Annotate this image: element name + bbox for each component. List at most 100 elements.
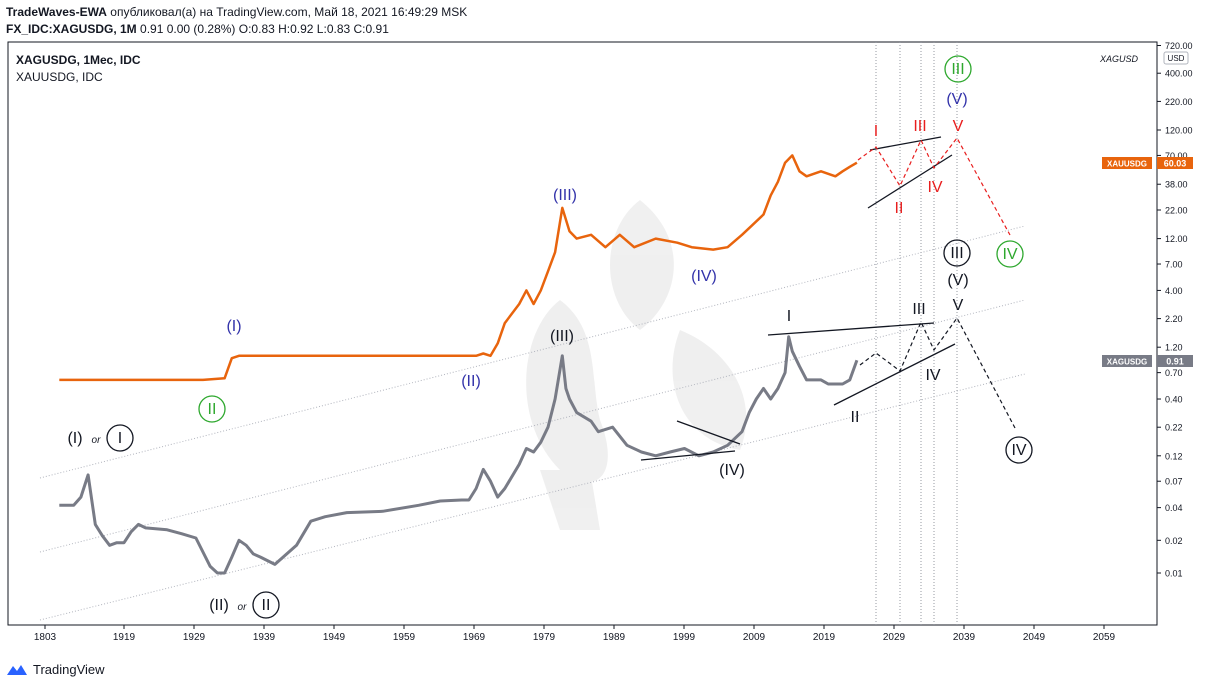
author-name[interactable]: TradeWaves-EWA <box>6 5 107 19</box>
wave-label: IV <box>1002 246 1017 263</box>
trend-lines <box>640 136 956 461</box>
x-tick-label: 2029 <box>883 632 906 643</box>
price-tag-value-bg <box>1157 157 1193 169</box>
footer-brand-label: TradingView <box>33 662 105 677</box>
wave-label: IV <box>927 179 942 196</box>
trend-line <box>867 154 953 209</box>
wave-label: (III) <box>550 328 574 345</box>
y-tick-label: 1.20 <box>1165 343 1183 353</box>
wave-circle <box>943 239 971 267</box>
wave-label: II <box>895 200 904 217</box>
wave-label: (IV) <box>719 462 745 479</box>
x-tick-label: 1999 <box>673 632 696 643</box>
x-axis[interactable]: 1803 1919 1929 1939 1949 1959 1969 1979 1989 1999… <box>34 625 1116 643</box>
wave-label: IV <box>1011 442 1026 459</box>
published-text: опубликовал(а) на TradingView.com, Май 1… <box>110 5 468 19</box>
footer-brand[interactable]: TradingView <box>6 662 105 677</box>
chart-subtitle: XAUUSDG, IDC <box>16 70 103 84</box>
y-tick-label: 220.00 <box>1165 97 1193 107</box>
wave-label: II <box>851 409 860 426</box>
y-tick-label: 0.01 <box>1165 569 1183 579</box>
x-tick-label: 2009 <box>743 632 766 643</box>
x-tick-label: 1803 <box>34 632 57 643</box>
y-tick-label: 7.00 <box>1165 260 1183 270</box>
y-tick-label: 12.00 <box>1165 234 1188 244</box>
series-XAGUSDG <box>59 335 859 575</box>
channel-line <box>39 299 1026 553</box>
x-tick-label: 2059 <box>1093 632 1116 643</box>
symbol-watermark: XAGUSD <box>1099 54 1139 64</box>
price-tag-value: 0.91 <box>1166 357 1184 367</box>
price-tag-value: 60.03 <box>1164 159 1187 169</box>
x-tick-label: 2049 <box>1023 632 1046 643</box>
wave-label: or <box>238 602 248 613</box>
wave-label: I <box>118 430 122 447</box>
publish-info: TradeWaves-EWA опубликовал(а) на Trading… <box>6 5 467 19</box>
channel-line <box>39 373 1026 621</box>
wave-label: V <box>953 297 964 314</box>
x-tick-label: 1949 <box>323 632 346 643</box>
wave-label: IV <box>925 367 940 384</box>
wave-circle <box>198 395 226 423</box>
y-tick-label: 22.00 <box>1165 206 1188 216</box>
wave-label: III <box>951 61 964 78</box>
x-tick-label: 2039 <box>953 632 976 643</box>
x-tick-label: 1929 <box>183 632 206 643</box>
price-tag-value-bg <box>1157 355 1193 367</box>
trend-line <box>767 322 935 336</box>
wave-label: I <box>874 123 878 140</box>
wave-circle <box>252 591 280 619</box>
unit-badge <box>1163 51 1189 65</box>
price-tag-symbol-bg <box>1102 157 1152 169</box>
channel-lines <box>39 225 1026 621</box>
y-tick-label: 38.00 <box>1165 180 1188 190</box>
wave-label: I <box>787 308 791 325</box>
y-tick-label: 0.12 <box>1165 451 1183 461</box>
price-tag-symbol: XAUUSDG <box>1107 160 1147 169</box>
y-tick-label: 70.00 <box>1165 151 1188 161</box>
x-tick-label: 2019 <box>813 632 836 643</box>
wave-label: (III) <box>553 187 577 204</box>
tradingview-logo-icon <box>7 664 27 675</box>
wave-label: (IV) <box>691 268 717 285</box>
wave-label: III <box>912 301 925 318</box>
y-tick-label: 720.00 <box>1165 41 1193 51</box>
wave-label: (V) <box>947 272 968 289</box>
gold-projection <box>857 136 1011 236</box>
x-tick-label: 1919 <box>113 632 136 643</box>
wave-label: or <box>92 435 102 446</box>
y-tick-label: 0.22 <box>1165 423 1183 433</box>
x-tick-label: 1969 <box>463 632 486 643</box>
y-tick-label: 120.00 <box>1165 126 1193 136</box>
price-tag-symbol: XAGUSDG <box>1107 358 1147 367</box>
wave-label: (V) <box>946 91 967 108</box>
x-tick-label: 1939 <box>253 632 276 643</box>
y-axis[interactable]: 720.00 400.00 220.00 120.00 70.00 38.00 22.00 1… <box>1157 41 1193 579</box>
wave-label: (I) <box>67 430 82 447</box>
wave-circle <box>996 240 1024 268</box>
wave-circle <box>1005 436 1033 464</box>
ohlc-line: 0.91 0.00 (0.28%) O:0.83 H:0.92 L:0.83 C… <box>140 22 389 36</box>
trend-line <box>869 136 942 151</box>
x-tick-label: 1959 <box>393 632 416 643</box>
y-tick-label: 2.20 <box>1165 314 1183 324</box>
chart-title: XAGUSDG, 1Мес, IDC <box>16 53 141 67</box>
wave-label: II <box>262 597 271 614</box>
y-tick-label: 0.70 <box>1165 368 1183 378</box>
y-tick-label: 400.00 <box>1165 69 1193 79</box>
wave-label: (I) <box>226 318 241 335</box>
y-tick-label: 0.02 <box>1165 536 1183 546</box>
series-XAUUSDG <box>59 154 858 382</box>
price-tag-symbol-bg <box>1102 355 1152 367</box>
y-tick-label: 0.04 <box>1165 503 1183 513</box>
wave-label: (II) <box>461 373 481 390</box>
wave-circle <box>106 424 134 452</box>
plot-frame <box>7 41 1158 626</box>
time-markers <box>875 42 958 625</box>
trend-line <box>833 343 956 406</box>
x-tick-label: 1989 <box>603 632 626 643</box>
wave-label: (II) <box>209 597 229 614</box>
trend-line <box>640 450 736 461</box>
